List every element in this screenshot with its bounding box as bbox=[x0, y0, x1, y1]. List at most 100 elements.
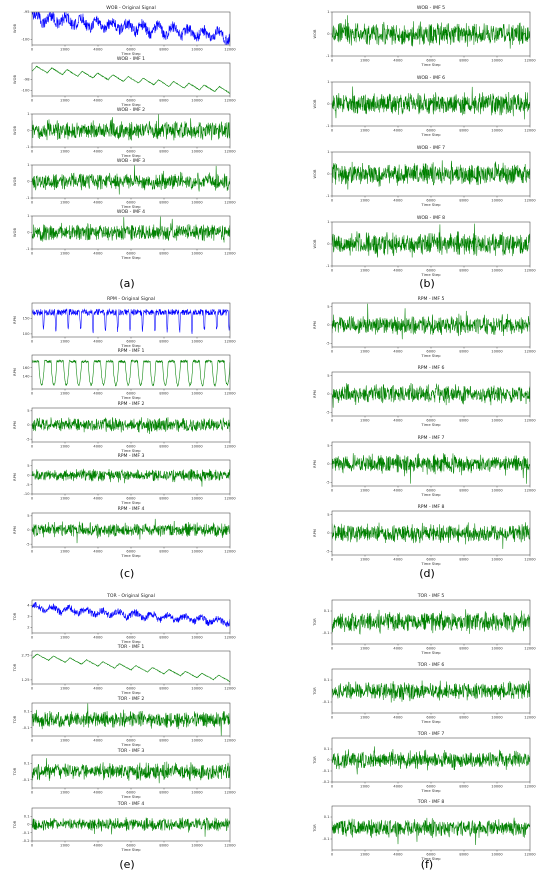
x-tick-label: 0 bbox=[31, 445, 34, 449]
y-tick-label: -5 bbox=[326, 550, 330, 554]
subplot-title: RPM - IMF 8 bbox=[418, 504, 445, 510]
x-tick-label: 12000 bbox=[224, 252, 236, 256]
y-tick-label: 5 bbox=[327, 374, 329, 378]
x-tick-label: 4000 bbox=[93, 201, 103, 205]
x-tick-label: 2000 bbox=[60, 99, 70, 103]
series-line bbox=[32, 417, 230, 435]
x-tick-label: 8000 bbox=[159, 844, 169, 848]
subplot-rpm-imf-5: RPM - IMF 5 0 2000 4000 6000 8000 10000 12000 -5… bbox=[313, 296, 536, 358]
x-tick-label: 4000 bbox=[393, 129, 403, 133]
y-axis-label: RPM bbox=[13, 473, 17, 481]
x-tick-label: 8000 bbox=[459, 199, 469, 203]
y-tick-label: 1 bbox=[327, 80, 329, 84]
x-axis-label: Time Step bbox=[120, 204, 141, 209]
x-axis-label: Time Step bbox=[120, 847, 141, 852]
series-line bbox=[332, 453, 530, 484]
x-tick-label: 6000 bbox=[426, 419, 436, 423]
subplot-title: WOB - IMF 5 bbox=[417, 5, 445, 11]
y-axis-label: RPM bbox=[13, 368, 17, 376]
x-tick-label: 4000 bbox=[393, 350, 403, 354]
subplot-wob-imf-5: WOB - IMF 5 0 2000 4000 6000 8000 10000 12000 -1… bbox=[313, 5, 536, 67]
x-axis-label: Time Step bbox=[420, 422, 441, 427]
series-line bbox=[32, 165, 230, 195]
x-axis-label: Time Step bbox=[420, 719, 441, 724]
x-tick-label: 0 bbox=[31, 739, 34, 743]
x-tick-label: 6000 bbox=[126, 844, 136, 848]
y-tick-label: 0.1 bbox=[24, 761, 30, 765]
subplot-title: TOR - IMF 6 bbox=[417, 662, 445, 668]
x-tick-label: 6000 bbox=[126, 150, 136, 154]
y-tick-label: -1 bbox=[326, 124, 330, 128]
subplot-title: RPM - Original Signal bbox=[107, 296, 155, 302]
series-line bbox=[332, 746, 530, 775]
x-tick-label: 6000 bbox=[426, 785, 436, 789]
subplot-wob-imf-8: WOB - IMF 8 0 2000 4000 6000 8000 10000 12000 -1… bbox=[313, 215, 536, 277]
y-tick-label: 0.1 bbox=[24, 814, 30, 818]
x-axis-label: Time Step bbox=[420, 202, 441, 207]
x-tick-label: 6000 bbox=[426, 129, 436, 133]
y-tick-label: 0 bbox=[327, 323, 330, 327]
y-axis-label: WOB bbox=[313, 29, 317, 38]
y-tick-label: 0 bbox=[327, 242, 330, 246]
y-axis-label: TOR bbox=[313, 687, 317, 696]
subplot-tor-imf-1: TOR - IMF 1 0 2000 4000 6000 8000 10000 12000 1.… bbox=[13, 644, 236, 695]
y-axis-label: WOB bbox=[313, 169, 317, 178]
x-tick-label: 10000 bbox=[191, 687, 203, 691]
x-tick-label: 2000 bbox=[360, 199, 370, 203]
x-tick-label: 8000 bbox=[459, 269, 469, 273]
y-tick-label: 0 bbox=[27, 423, 30, 427]
x-tick-label: 4000 bbox=[393, 419, 403, 423]
y-tick-label: 0 bbox=[27, 180, 30, 184]
x-tick-label: 4000 bbox=[93, 48, 103, 52]
x-tick-label: 2000 bbox=[60, 791, 70, 795]
x-tick-label: 4000 bbox=[93, 392, 103, 396]
y-tick-label: 100 bbox=[23, 332, 31, 336]
x-tick-label: 4000 bbox=[93, 340, 103, 344]
x-tick-label: 12000 bbox=[224, 99, 236, 103]
subplot-title: TOR - IMF 7 bbox=[417, 731, 445, 737]
panel-label: (f) bbox=[421, 858, 433, 871]
series-line bbox=[32, 65, 230, 94]
x-tick-label: 12000 bbox=[524, 716, 536, 720]
subplot-title: RPM - IMF 7 bbox=[418, 435, 445, 441]
y-tick-label: 0.1 bbox=[324, 747, 330, 751]
series-line bbox=[332, 609, 530, 635]
x-tick-label: 8000 bbox=[459, 647, 469, 651]
y-axis-label: RPM bbox=[13, 526, 17, 534]
x-tick-label: 0 bbox=[331, 129, 334, 133]
y-tick-label: -0.1 bbox=[322, 631, 329, 635]
y-tick-label: 0 bbox=[327, 462, 330, 466]
x-tick-label: 2000 bbox=[360, 419, 370, 423]
series-line bbox=[332, 522, 530, 549]
x-tick-label: 0 bbox=[331, 419, 334, 423]
y-tick-label: -5 bbox=[26, 483, 30, 487]
y-axis-label: WOB bbox=[13, 24, 17, 33]
subplot-wob-imf-6: WOB - IMF 6 0 2000 4000 6000 8000 10000 12000 -1… bbox=[313, 75, 536, 137]
y-tick-label: 5 bbox=[27, 464, 29, 468]
x-tick-label: 12000 bbox=[224, 150, 236, 154]
y-tick-label: 1 bbox=[327, 220, 329, 224]
x-tick-label: 4000 bbox=[93, 687, 103, 691]
x-tick-label: 10000 bbox=[491, 350, 503, 354]
subplot-rpm-imf-2: RPM - IMF 2 0 2000 4000 6000 8000 10000 12000 -5… bbox=[13, 401, 236, 453]
y-axis-label: TOR bbox=[313, 618, 317, 627]
subplot-rpm-imf-3: RPM - IMF 3 0 2000 4000 6000 8000 10000 12000 -1… bbox=[13, 453, 236, 505]
y-tick-label: 0 bbox=[27, 231, 30, 235]
y-axis-label: TOR bbox=[13, 663, 17, 672]
series-line bbox=[32, 359, 230, 388]
x-tick-label: 2000 bbox=[360, 647, 370, 651]
x-axis-label: Time Step bbox=[120, 51, 141, 56]
subplot-title: RPM - IMF 1 bbox=[118, 348, 145, 354]
series-line bbox=[32, 703, 230, 736]
x-tick-label: 10000 bbox=[491, 59, 503, 63]
x-tick-label: 4000 bbox=[93, 150, 103, 154]
series-line bbox=[332, 223, 530, 258]
y-tick-label: -0.2 bbox=[22, 839, 29, 843]
y-tick-label: 0 bbox=[327, 392, 330, 396]
x-tick-label: 2000 bbox=[60, 48, 70, 52]
x-tick-label: 0 bbox=[31, 201, 34, 205]
x-axis-label: Time Step bbox=[120, 690, 141, 695]
subplot-title: RPM - IMF 3 bbox=[118, 453, 145, 459]
x-tick-label: 6000 bbox=[126, 445, 136, 449]
y-axis-label: RPM bbox=[313, 529, 317, 537]
